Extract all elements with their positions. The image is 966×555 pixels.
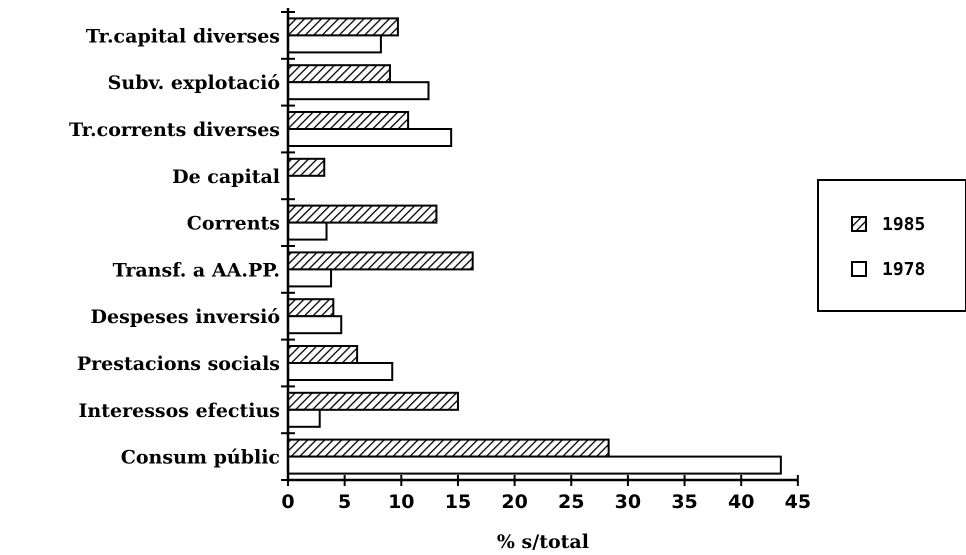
- x-tick-label: 35: [671, 491, 697, 513]
- bar-1978: [287, 315, 343, 335]
- category-label: Tr.corrents diverses: [69, 119, 280, 141]
- bar-1978: [287, 408, 321, 428]
- x-tick-label: 40: [728, 491, 754, 513]
- bar-1985: [287, 251, 474, 271]
- bar-1978: [287, 362, 394, 381]
- bar-1985: [287, 298, 335, 318]
- bar-1985: [287, 157, 326, 177]
- category-label: Corrents: [187, 213, 280, 235]
- bar-1985: [287, 17, 399, 37]
- legend-swatch-1978: [851, 261, 867, 277]
- x-tick-label: 45: [785, 491, 811, 513]
- bar-1985: [287, 64, 391, 84]
- bar-1985: [287, 438, 610, 458]
- bar-1978: [287, 128, 453, 147]
- bar-1978: [287, 34, 382, 54]
- bars: [287, 17, 782, 475]
- axes: [281, 8, 799, 486]
- bar-1978: [287, 221, 328, 241]
- legend-box: [817, 179, 966, 312]
- category-labels: Tr.capital diverses Subv. explotació Tr.co…: [69, 25, 280, 468]
- bar-1985: [287, 391, 459, 411]
- x-tick-label: 15: [445, 491, 471, 513]
- category-label: Consum públic: [121, 447, 280, 469]
- category-label: Subv. explotació: [108, 72, 280, 94]
- x-axis-title: % s/total: [497, 531, 589, 553]
- x-tick-label: 0: [281, 491, 294, 513]
- legend: 1985 1978: [817, 179, 966, 312]
- x-tick-label: 10: [388, 491, 414, 513]
- x-tick-label: 20: [501, 491, 527, 513]
- category-label: Despeses inversió: [91, 306, 281, 328]
- bar-1978: [287, 455, 782, 475]
- category-label: Tr.capital diverses: [86, 25, 280, 47]
- bar-1978: [287, 81, 430, 101]
- category-label: Interessos efectius: [79, 400, 280, 422]
- bar-1985: [287, 345, 359, 364]
- legend-label: 1985: [882, 214, 925, 235]
- bar-1985: [287, 204, 438, 224]
- x-tick-label: 25: [558, 491, 584, 513]
- legend-swatch-1985: [851, 216, 867, 232]
- bar-1978: [287, 268, 333, 288]
- category-label: Prestacions socials: [77, 353, 280, 375]
- x-tick-label: 30: [615, 491, 641, 513]
- category-label: De capital: [172, 166, 280, 188]
- x-tick-label: 5: [338, 491, 351, 513]
- legend-label: 1978: [882, 259, 925, 280]
- bar-1985: [287, 111, 410, 130]
- x-tick-labels: 0 5 10 15 20 25 30 35 40 45: [281, 491, 811, 513]
- category-label: Transf. a AA.PP.: [113, 259, 280, 281]
